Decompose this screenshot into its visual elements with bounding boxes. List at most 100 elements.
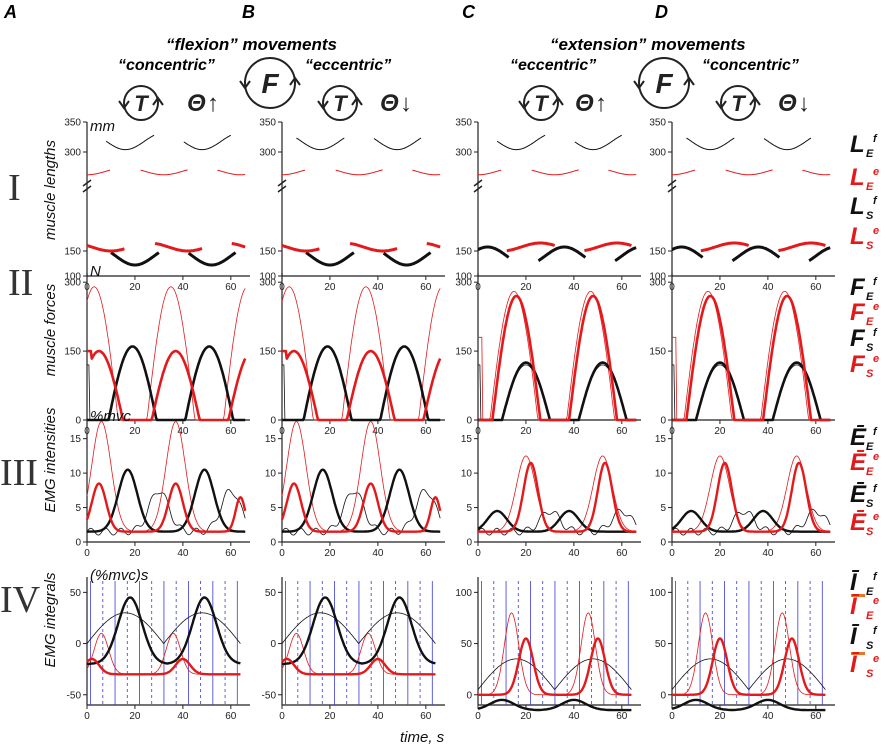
panel-3-4: 0 20 40 60 0 5 10 15 xyxy=(655,418,835,559)
x-tick-label: 60 xyxy=(810,426,822,437)
ylabel-row-iii: EMG intensities xyxy=(42,407,59,513)
line-FSf xyxy=(281,345,441,422)
x-tick-label: 40 xyxy=(177,548,189,559)
y-tick-label: 100 xyxy=(649,588,666,599)
torque-icon-c-arrow-right xyxy=(552,96,564,106)
line-LEf xyxy=(686,137,812,151)
angle-up-c: Θ ↑ xyxy=(575,90,607,117)
x-tick-label: 40 xyxy=(568,282,580,293)
legend-sub: S xyxy=(866,240,874,252)
line-LSf xyxy=(671,245,831,262)
force-icon-ab-ring xyxy=(244,57,296,109)
y-tick-label: 5 xyxy=(75,503,81,514)
legend-sup: f xyxy=(873,133,878,145)
y-tick-label: 0 xyxy=(660,416,666,427)
line-EEf xyxy=(671,508,831,536)
x-tick-label: 40 xyxy=(177,282,189,293)
torque-icon-c-arrow-left xyxy=(518,100,530,110)
torque-icon-d-ring xyxy=(720,85,756,121)
legend-sub: S xyxy=(866,342,874,354)
column-letter-c: C xyxy=(462,2,476,22)
legend-sub: E xyxy=(866,586,874,598)
x-tick-label: 0 xyxy=(84,548,90,559)
y-tick-label: 350 xyxy=(64,118,81,129)
y-tick-label: 150 xyxy=(64,347,81,358)
y-tick-label: 300 xyxy=(455,148,472,159)
line-LEe xyxy=(672,169,831,176)
y-tick-label: 0 xyxy=(466,538,472,549)
y-tick-label: 300 xyxy=(455,278,472,289)
torque-icon-d: T xyxy=(715,85,761,121)
legend-row1-item3: L Sf xyxy=(850,193,878,222)
legend-row2-item2: F Ee xyxy=(850,299,879,328)
ylabel-row-i: muscle lengths xyxy=(42,139,59,240)
column-letter-b: B xyxy=(242,2,255,22)
legend-symbol: F xyxy=(850,274,866,301)
x-tick-label: 40 xyxy=(372,711,384,722)
x-tick-label: 0 xyxy=(475,548,481,559)
legend-row3-item1: Ē Ef xyxy=(850,424,878,453)
legend-sub: S xyxy=(866,498,874,510)
legend-sup: f xyxy=(873,426,878,438)
legend-symbol: F xyxy=(850,299,866,326)
y-tick-label: 10 xyxy=(70,469,82,480)
y-tick-label: 15 xyxy=(461,434,473,445)
legend-row4-item3: Ī Sf xyxy=(850,623,878,652)
legend-row2-item3: F Sf xyxy=(850,325,878,354)
y-tick-label: 150 xyxy=(455,247,472,258)
torque-icon-c-letter: T xyxy=(534,91,549,116)
angle-up-a-arrow: ↑ xyxy=(207,90,219,117)
y-tick-label: 0 xyxy=(75,416,81,427)
legend-sub: E xyxy=(866,291,874,303)
x-tick-label: 60 xyxy=(420,426,432,437)
y-tick-label: 50 xyxy=(70,588,82,599)
y-tick-label: 150 xyxy=(259,347,276,358)
x-tick-label: 40 xyxy=(372,426,384,437)
x-tick-label: 20 xyxy=(714,548,726,559)
y-tick-label: 0 xyxy=(75,538,81,549)
line-LSf xyxy=(110,251,237,267)
legend-symbol: Ē xyxy=(850,449,867,476)
legend-sup: e xyxy=(873,595,879,607)
legend-row1-item1: L Ef xyxy=(850,131,878,160)
y-tick-label: 300 xyxy=(649,148,666,159)
legend-sub: E xyxy=(866,610,874,622)
column-letter-d: D xyxy=(655,2,668,22)
label-eccentric-b: “eccentric” xyxy=(305,57,391,74)
torque-icon-a-arrow-left xyxy=(118,100,130,110)
legend-row2-item4: F Se xyxy=(850,351,879,380)
y-tick-label: 300 xyxy=(64,278,81,289)
x-tick-label: 60 xyxy=(420,282,432,293)
x-tick-label: 20 xyxy=(520,282,532,293)
legend-row3-item3: Ē Sf xyxy=(850,481,878,510)
line-LEf xyxy=(496,134,623,151)
y-tick-label: 15 xyxy=(265,434,277,445)
torque-icon-b: T xyxy=(317,85,363,121)
force-icon-ab: F xyxy=(239,57,301,109)
legend-sub: S xyxy=(866,640,874,652)
legend-symbol: F xyxy=(850,325,866,352)
torque-icon-d-letter: T xyxy=(731,91,746,116)
x-tick-label: 20 xyxy=(520,711,532,722)
x-tick-label: 0 xyxy=(279,548,285,559)
x-tick-label: 20 xyxy=(324,426,336,437)
legend-sup: f xyxy=(873,195,878,207)
legend-sup: e xyxy=(873,451,879,463)
legend-sup: e xyxy=(873,301,879,313)
unit-row-iv: (%mvc)s xyxy=(90,567,149,584)
x-tick-label: 20 xyxy=(324,711,336,722)
line-LSe xyxy=(506,241,632,253)
line-FEe xyxy=(281,286,441,421)
y-tick-label: 100 xyxy=(455,588,472,599)
line-EEf xyxy=(477,508,637,536)
x-tick-label: 60 xyxy=(616,426,628,437)
line-ESf xyxy=(477,509,637,533)
angle-down-b-arrow: ↓ xyxy=(400,90,412,117)
row-label-iii: III xyxy=(0,452,38,494)
legend-symbol: Ī xyxy=(850,623,860,650)
x-tick-label: 40 xyxy=(568,548,580,559)
y-tick-label: -50 xyxy=(67,690,82,701)
